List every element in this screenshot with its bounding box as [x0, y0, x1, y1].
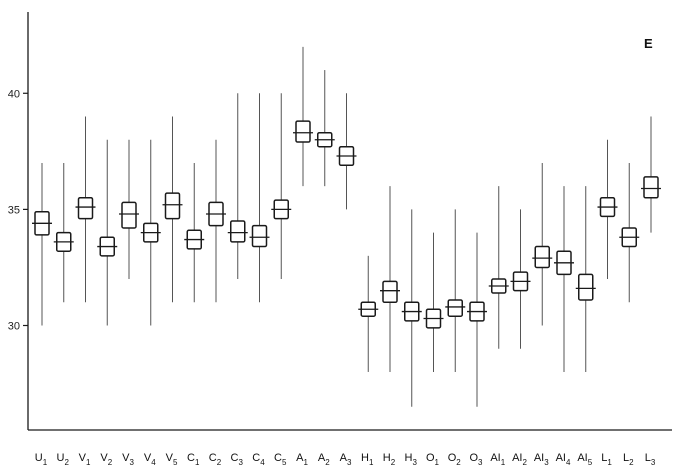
x-labels: U1 U2 V1 V2 V3 V4 V5 C1 C2 C3 C4 C5 A1 A2 A3 H1 H2 H3 O1 O2… — [35, 452, 656, 467]
x-tick-label: L2 — [623, 452, 634, 467]
y-tick-label: 30 — [8, 321, 20, 333]
x-tick-label: L1 — [601, 452, 612, 467]
x-tick-label: V1 — [79, 452, 91, 467]
x-tick-label: A2 — [318, 452, 330, 467]
x-tick-label: AI3 — [534, 452, 549, 467]
x-tick-label: H2 — [383, 452, 396, 467]
x-tick-label: H1 — [361, 452, 374, 467]
x-tick-label: V2 — [100, 452, 112, 467]
confidence-box — [578, 273, 594, 301]
y-ticks: 30 35 40 — [8, 88, 28, 333]
x-tick-label: AI5 — [577, 452, 592, 467]
x-tick-label: A3 — [340, 452, 352, 467]
x-tick-label: C1 — [187, 452, 200, 467]
x-tick-label: AI1 — [490, 452, 505, 467]
x-tick-label: O3 — [469, 452, 483, 467]
confidence-box — [382, 280, 398, 304]
x-tick-label: C2 — [209, 452, 222, 467]
x-tick-label: V4 — [144, 452, 156, 467]
confidence-box — [447, 299, 463, 317]
confidence-box — [295, 120, 311, 143]
x-tick-label: V3 — [122, 452, 134, 467]
x-tick-label: L3 — [645, 452, 656, 467]
confidence-box — [121, 201, 137, 229]
x-tick-label: C3 — [231, 452, 244, 467]
x-tick-label: V5 — [166, 452, 178, 467]
x-tick-label: O1 — [426, 452, 440, 467]
confidence-box — [230, 220, 246, 243]
box-group — [32, 46, 661, 407]
x-tick-label: AI2 — [512, 452, 527, 467]
confidence-box — [534, 245, 550, 269]
x-tick-label: C5 — [274, 452, 287, 467]
x-tick-label: H3 — [405, 452, 418, 467]
x-tick-label: O2 — [448, 452, 462, 467]
x-tick-label: U2 — [57, 452, 70, 467]
confidence-box — [164, 192, 181, 220]
y-tick-label: 35 — [8, 204, 20, 216]
y-tick-label: 40 — [8, 88, 20, 100]
confidence-box — [77, 197, 94, 220]
x-tick-label: A1 — [296, 452, 308, 467]
confidence-box — [251, 224, 268, 248]
x-tick-label: AI4 — [556, 452, 571, 467]
x-tick-label: U1 — [35, 452, 48, 467]
confidence-box — [643, 176, 659, 199]
x-tick-label: C4 — [252, 452, 265, 467]
panel-label: E — [644, 36, 653, 51]
